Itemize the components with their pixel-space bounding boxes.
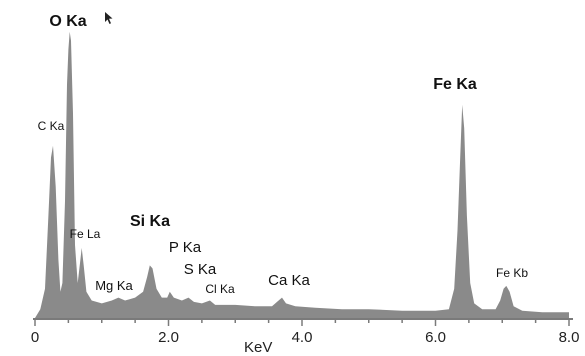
x-tick-label: 8.0 bbox=[559, 329, 580, 346]
peak-label: S Ka bbox=[184, 261, 217, 278]
peak-label: C Ka bbox=[38, 119, 65, 133]
peak-label: Mg Ka bbox=[95, 278, 133, 293]
peak-label: Fe Kb bbox=[496, 266, 528, 280]
x-tick-label: 4.0 bbox=[292, 329, 313, 346]
peak-label: Ca Ka bbox=[268, 272, 310, 289]
peak-label: P Ka bbox=[169, 239, 202, 256]
x-axis-ticks bbox=[34, 319, 570, 326]
plot-area bbox=[33, 31, 573, 320]
peak-label: O Ka bbox=[49, 13, 86, 30]
x-axis-title: KeV bbox=[244, 339, 272, 356]
peak-label: Cl Ka bbox=[205, 282, 235, 296]
peak-label: Fe La bbox=[70, 227, 101, 241]
x-axis-tick-labels: 0 2.0 4.0 6.0 8.0 bbox=[31, 329, 580, 346]
peak-label: Fe Ka bbox=[433, 76, 477, 93]
spectrum-area bbox=[35, 31, 569, 319]
peak-labels: C Ka O Ka Fe La Mg Ka Si Ka P Ka S Ka Cl Ka Ca K… bbox=[38, 13, 529, 296]
peak-label: Si Ka bbox=[130, 213, 170, 230]
x-tick-label: 2.0 bbox=[158, 329, 179, 346]
x-tick-label: 6.0 bbox=[425, 329, 446, 346]
cursor-icon bbox=[105, 12, 113, 24]
x-tick-label: 0 bbox=[31, 329, 39, 346]
